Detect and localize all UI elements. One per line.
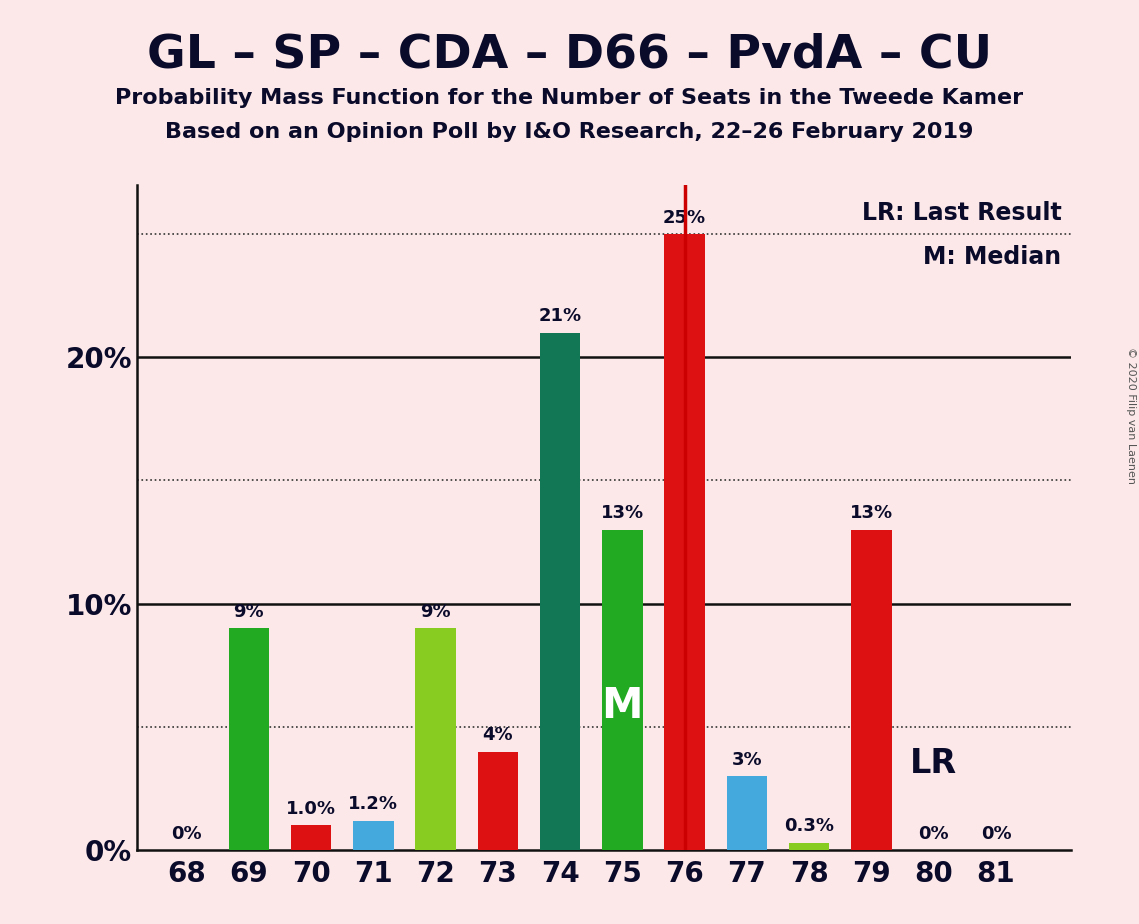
Text: 3%: 3% (731, 751, 762, 769)
Text: 4%: 4% (483, 726, 514, 744)
Text: 1.0%: 1.0% (286, 800, 336, 818)
Bar (664, 234, 705, 850)
Bar (353, 821, 393, 850)
Text: 0%: 0% (171, 825, 202, 843)
Text: M: M (601, 685, 644, 727)
Text: 0.3%: 0.3% (784, 818, 834, 835)
Text: 1.2%: 1.2% (349, 796, 399, 813)
Text: M: Median: M: Median (924, 245, 1062, 269)
Bar (540, 333, 580, 850)
Bar (603, 529, 642, 850)
Text: 0%: 0% (981, 825, 1011, 843)
Bar (416, 628, 456, 850)
Bar (789, 843, 829, 850)
Text: © 2020 Filip van Laenen: © 2020 Filip van Laenen (1126, 347, 1136, 484)
Bar (727, 776, 767, 850)
Text: 21%: 21% (539, 308, 582, 325)
Bar (477, 751, 518, 850)
Text: LR: Last Result: LR: Last Result (861, 201, 1062, 225)
Text: 13%: 13% (600, 505, 644, 522)
Text: Probability Mass Function for the Number of Seats in the Tweede Kamer: Probability Mass Function for the Number… (115, 88, 1024, 108)
Text: Based on an Opinion Poll by I&O Research, 22–26 February 2019: Based on an Opinion Poll by I&O Research… (165, 122, 974, 142)
Text: 9%: 9% (420, 603, 451, 621)
Text: 0%: 0% (918, 825, 949, 843)
Bar (290, 825, 331, 850)
Text: 25%: 25% (663, 209, 706, 226)
Bar (851, 529, 892, 850)
Text: GL – SP – CDA – D66 – PvdA – CU: GL – SP – CDA – D66 – PvdA – CU (147, 32, 992, 78)
Text: 13%: 13% (850, 505, 893, 522)
Bar (229, 628, 269, 850)
Text: 9%: 9% (233, 603, 264, 621)
Text: LR: LR (910, 748, 957, 781)
